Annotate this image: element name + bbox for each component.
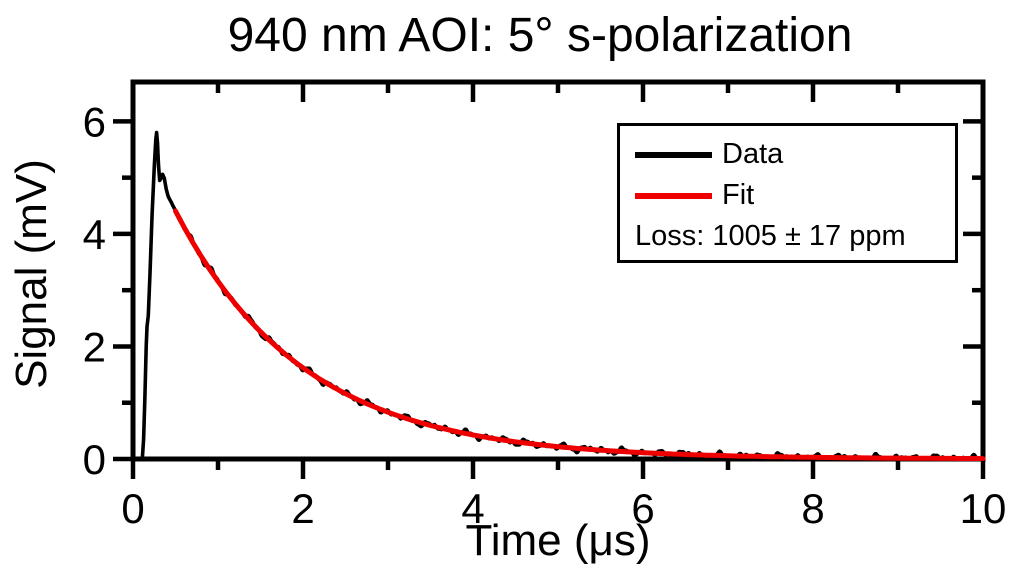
legend-row-fit: Fit	[635, 175, 955, 216]
x-tick-label: 6	[631, 485, 654, 532]
legend-label-fit: Fit	[722, 179, 755, 211]
y-tick-label: 4	[83, 211, 106, 258]
chart-title: 940 nm AOI: 5° s-polarization	[227, 9, 853, 62]
x-tick-label: 8	[801, 485, 824, 532]
legend-row-data: Data	[635, 134, 955, 175]
data-line-swatch	[635, 151, 712, 158]
y-tick-label: 0	[83, 436, 106, 483]
x-tick-label: 2	[291, 485, 314, 532]
x-tick-label: 4	[461, 485, 484, 532]
fit-line-swatch	[635, 192, 712, 199]
y-tick-label: 2	[83, 323, 106, 370]
y-tick-label: 6	[83, 98, 106, 145]
fit-curve	[173, 208, 986, 462]
legend-loss-text: Loss: 1005 ± 17 ppm	[635, 220, 906, 252]
x-tick-label: 10	[960, 485, 1007, 532]
legend-box: Data Fit Loss: 1005 ± 17 ppm	[617, 123, 958, 263]
legend-label-data: Data	[722, 138, 784, 170]
x-axis-label: Time (μs)	[465, 516, 651, 565]
x-tick-label: 0	[121, 485, 144, 532]
